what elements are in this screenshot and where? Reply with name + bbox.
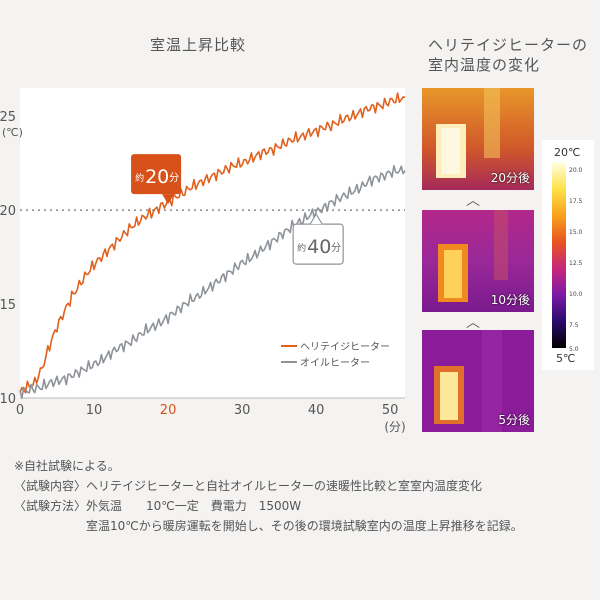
scale-top-label: 20℃ [554, 146, 581, 159]
thermal-label-5min: 5分後 [498, 413, 530, 427]
series-line [19, 92, 406, 394]
arrow-up-icon: ︿ [466, 193, 480, 209]
x-tick-label: 10 [86, 403, 103, 418]
callout-40-min: 約 40 分 [292, 212, 344, 265]
x-tick-label: 30 [234, 403, 251, 418]
thermal-image-graphic [422, 210, 534, 312]
note-line: 〈試験方法〉外気温 10℃一定 費電力 1500W [14, 499, 302, 513]
callout-20-min: 約 20 分 [131, 154, 182, 205]
y-tick-label: 10 [0, 392, 16, 407]
notes: ※自社試験による。 〈試験内容〉ヘリテイジヒーターと自社オイルヒーターの速暖性比… [14, 456, 523, 536]
arrow-up-icon: ︿ [466, 315, 480, 331]
y-tick-label: 25 [0, 110, 16, 125]
callout-unit: 分 [331, 242, 341, 254]
series-line [19, 165, 406, 399]
x-tick-label: 50 [382, 403, 399, 418]
scale-tick: 17.5 [569, 198, 583, 205]
callout-prefix: 約 [297, 242, 306, 254]
temperature-scale: 20℃ 20.0 17.5 15.0 12.5 10.0 7.5 5.0 5℃ [542, 140, 594, 370]
x-tick-label: 40 [308, 403, 325, 418]
callout-prefix: 約 [135, 172, 144, 184]
note-line: ※自社試験による。 [14, 459, 120, 473]
note-line: 室温10℃から暖房運転を開始し、その後の環境試験室内の温度上昇推移を記録。 [14, 519, 523, 533]
scale-bottom-label: 5℃ [556, 352, 576, 365]
legend-label: ヘリテイジヒーター [300, 341, 390, 353]
callout-unit: 分 [169, 172, 179, 184]
thermal-image-20min: 20分後 [422, 88, 534, 190]
thermal-image-5min: 5分後 [422, 330, 534, 432]
x-axis-label: (分) [384, 420, 405, 434]
scale-tick: 20.0 [569, 167, 583, 174]
y-tick-label: 15 [0, 298, 16, 313]
legend-label: オイルヒーター [300, 357, 370, 369]
callout-pointer [162, 194, 175, 205]
scale-tick: 12.5 [569, 260, 583, 267]
callout-pointer [309, 212, 323, 225]
callout-value: 40 [307, 236, 331, 258]
callout-box [131, 154, 182, 195]
scale-gradient [552, 162, 566, 348]
thermal-label-10min: 10分後 [490, 293, 530, 307]
y-axis-label: (℃) [2, 126, 23, 139]
thermal-image-graphic [422, 88, 534, 190]
scale-tick: 5.0 [569, 346, 579, 353]
thermal-title-line1: ヘリテイジヒーターの [428, 36, 589, 54]
scale-tick: 10.0 [569, 291, 583, 298]
scale-tick: 7.5 [569, 322, 579, 329]
thermal-title-line2: 室内温度の変化 [428, 56, 541, 74]
x-tick-label: 20 [160, 403, 177, 418]
x-tick-label: 0 [16, 403, 24, 418]
thermal-image-graphic [422, 330, 534, 432]
callout-value: 20 [145, 166, 169, 188]
note-line: 〈試験内容〉ヘリテイジヒーターと自社オイルヒーターの速暖性比較と室室内温度変化 [14, 479, 483, 493]
y-tick-label: 20 [0, 204, 16, 219]
scale-tick: 15.0 [569, 229, 583, 236]
thermal-image-10min: 10分後 [422, 210, 534, 312]
thermal-label-20min: 20分後 [490, 171, 530, 185]
chart-title: 室温上昇比較 [150, 36, 247, 54]
